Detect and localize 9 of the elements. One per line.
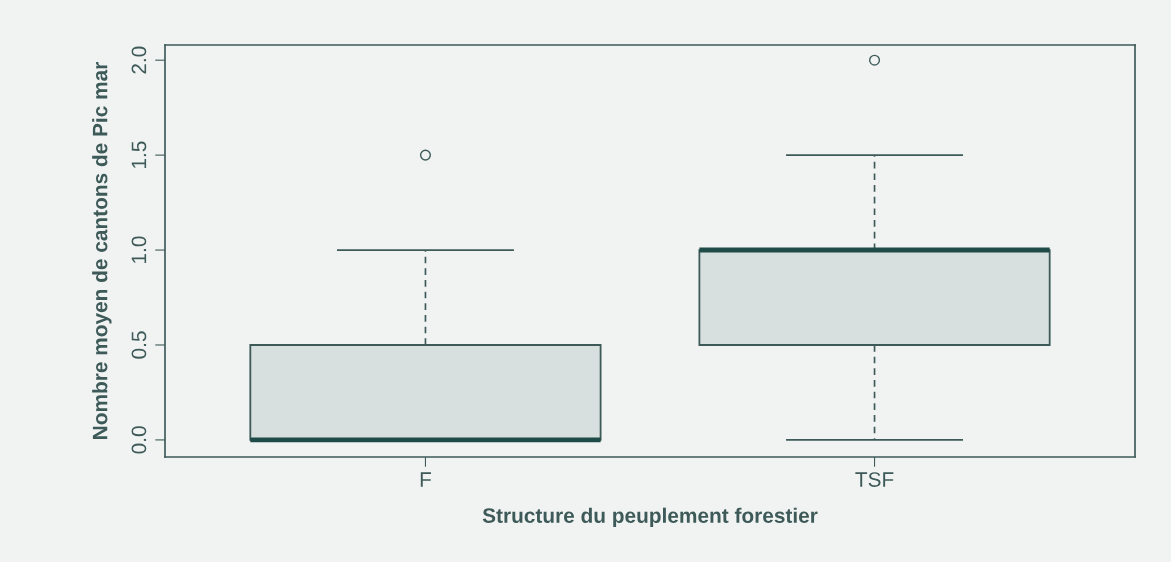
y-tick-label: 0.5 [131,331,147,359]
y-tick-label: 1.0 [131,236,147,263]
y-axis-title: Nombre moyen de cantons de Pic mar [92,62,112,439]
y-tick-label: 1.5 [131,141,147,169]
x-tick-label: TSF [855,472,894,487]
y-tick-label: 0.0 [131,426,147,454]
y-tick-label: 2.0 [131,46,147,74]
x-axis-title: Structure du peuplement forestier [482,507,818,528]
x-tick-label: F [420,472,431,487]
